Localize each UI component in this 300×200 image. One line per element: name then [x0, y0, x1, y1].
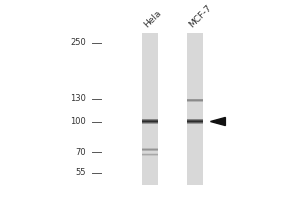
Polygon shape [211, 117, 225, 126]
Bar [187, 121, 203, 122]
Text: 70: 70 [75, 148, 86, 157]
Bar [142, 33, 158, 185]
Bar [187, 119, 203, 120]
Bar [187, 120, 203, 121]
Bar [142, 123, 158, 124]
Bar [142, 120, 158, 121]
Text: 100: 100 [70, 117, 86, 126]
Bar [142, 122, 158, 123]
Text: MCF-7: MCF-7 [187, 3, 213, 29]
Bar [187, 33, 203, 185]
Text: Hela: Hela [142, 9, 163, 29]
Text: 55: 55 [75, 168, 86, 177]
Bar [142, 119, 158, 120]
Text: 130: 130 [70, 94, 86, 103]
Bar [142, 121, 158, 122]
Text: 250: 250 [70, 38, 86, 47]
Bar [187, 123, 203, 124]
Bar [187, 122, 203, 123]
